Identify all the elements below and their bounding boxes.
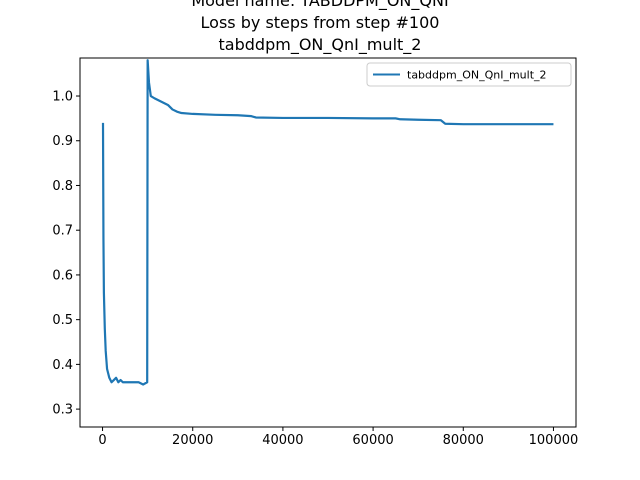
y-tick-label: 0.8: [52, 179, 73, 194]
series-line-0: [101, 59, 554, 386]
y-tick-label: 0.5: [52, 313, 73, 328]
legend-label: tabddpm_ON_QnI_mult_2: [407, 69, 547, 82]
x-tick-label: 20000: [172, 433, 213, 448]
chart-title-line-1: Model name: TABDDPM_ON_QNI: [191, 0, 448, 11]
y-tick-label: 1.0: [52, 90, 73, 105]
chart-title-line-2: Loss by steps from step #100: [201, 13, 440, 32]
x-tick-label: 40000: [262, 433, 303, 448]
x-tick-label: 100000: [529, 433, 579, 448]
y-tick-label: 0.6: [52, 268, 73, 283]
y-tick-label: 0.7: [52, 224, 73, 239]
y-tick-label: 0.4: [52, 358, 73, 373]
x-tick-label: 60000: [352, 433, 393, 448]
y-tick-label: 0.9: [52, 134, 73, 149]
chart-title-line-3: tabddpm_ON_QnI_mult_2: [219, 35, 422, 55]
axes-frame: [79, 57, 577, 428]
x-tick-label: 80000: [443, 433, 484, 448]
legend-box: [366, 62, 572, 87]
plot-area: 0 20000 40000 60000 80000 100000 0.3 0.4 0.5 0.6 0…: [52, 57, 579, 448]
y-tick-label: 0.3: [52, 403, 73, 418]
x-tick-label: 0: [98, 433, 106, 448]
